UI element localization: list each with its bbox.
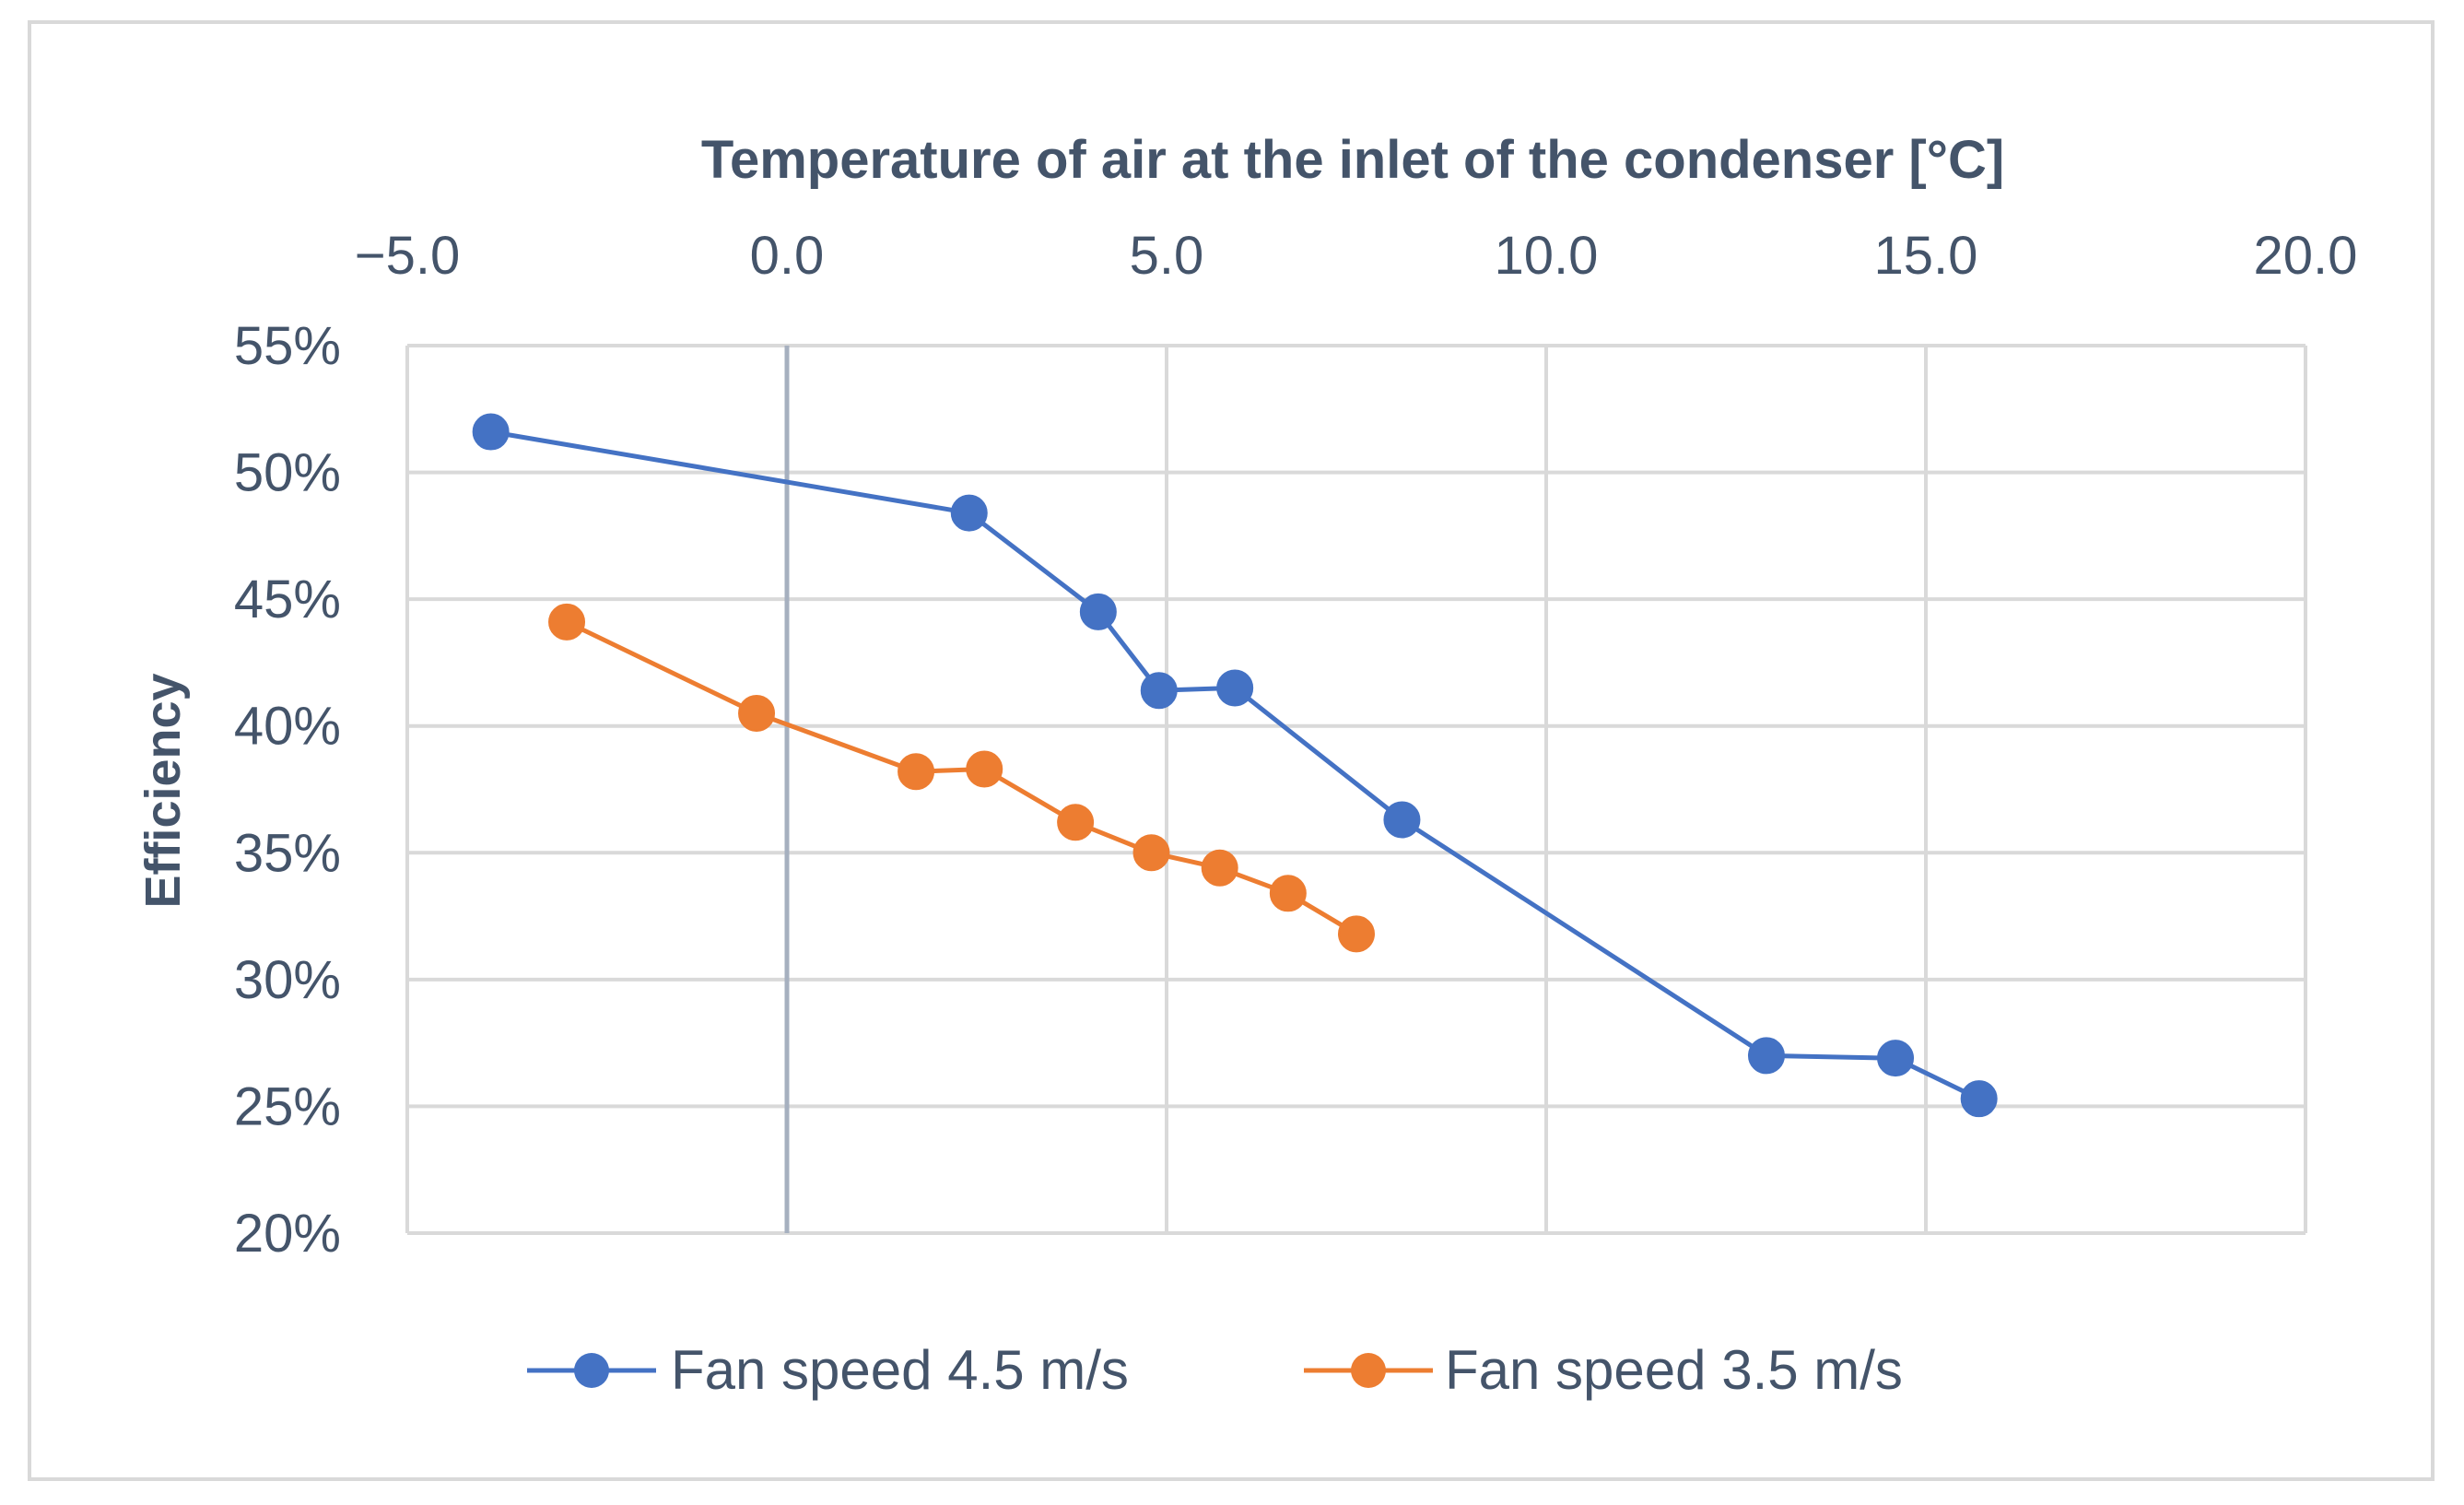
x-axis-title: Temperature of air at the inlet of the c…: [701, 130, 2004, 190]
data-point: [1338, 915, 1375, 953]
y-tick-label: 45%: [234, 570, 341, 629]
data-point: [1877, 1040, 1915, 1077]
y-tick-labels: 20% 25% 30% 35% 40% 45% 50% 55%: [234, 316, 341, 1264]
x-tick-label: 0.0: [750, 226, 825, 286]
legend-marker: [1351, 1353, 1386, 1388]
data-point: [966, 750, 1003, 788]
y-tick-label: 25%: [234, 1076, 341, 1136]
y-tick-label: 20%: [234, 1204, 341, 1264]
y-tick-label: 35%: [234, 823, 341, 883]
series-line: [565, 619, 1358, 936]
data-point: [1269, 875, 1307, 912]
data-point: [1057, 804, 1095, 841]
x-tick-label: 15.0: [1874, 226, 1978, 286]
series-layer: [472, 413, 1998, 1118]
data-point: [898, 753, 935, 791]
legend: Fan speed 4.5 m/s Fan speed 3.5 m/s: [527, 1339, 1903, 1401]
series-1: [472, 413, 1998, 1118]
data-point: [1079, 593, 1117, 630]
data-point: [1140, 672, 1178, 710]
data-point: [472, 413, 510, 451]
data-point: [738, 694, 776, 732]
x-tick-label: 20.0: [2254, 226, 2358, 286]
series-2: [548, 603, 1375, 953]
grid: [405, 344, 2307, 1235]
x-tick-label: 10.0: [1495, 226, 1599, 286]
legend-label: Fan speed 4.5 m/s: [671, 1339, 1129, 1401]
y-axis-title: Efficiency: [135, 673, 191, 908]
x-tick-label: −5.0: [355, 226, 461, 286]
data-point: [950, 494, 988, 532]
data-point: [1747, 1037, 1785, 1075]
x-tick-label: 5.0: [1130, 226, 1204, 286]
y-tick-label: 30%: [234, 950, 341, 1010]
data-point: [1201, 849, 1238, 887]
chart-frame: [28, 20, 2435, 1481]
x-tick-labels: −5.0 0.0 5.0 10.0 15.0 20.0: [355, 226, 2358, 286]
data-point: [548, 603, 586, 641]
data-point: [1216, 669, 1254, 707]
legend-marker: [574, 1353, 609, 1388]
data-point: [1383, 801, 1421, 839]
data-point: [1132, 834, 1170, 872]
legend-item: Fan speed 3.5 m/s: [1304, 1339, 1903, 1401]
y-tick-label: 55%: [234, 316, 341, 376]
legend-label: Fan speed 3.5 m/s: [1445, 1339, 1903, 1401]
y-tick-label: 50%: [234, 443, 341, 503]
legend-item: Fan speed 4.5 m/s: [527, 1339, 1129, 1401]
y-tick-label: 40%: [234, 697, 341, 757]
series-line: [490, 429, 1980, 1101]
data-point: [1960, 1080, 1998, 1118]
